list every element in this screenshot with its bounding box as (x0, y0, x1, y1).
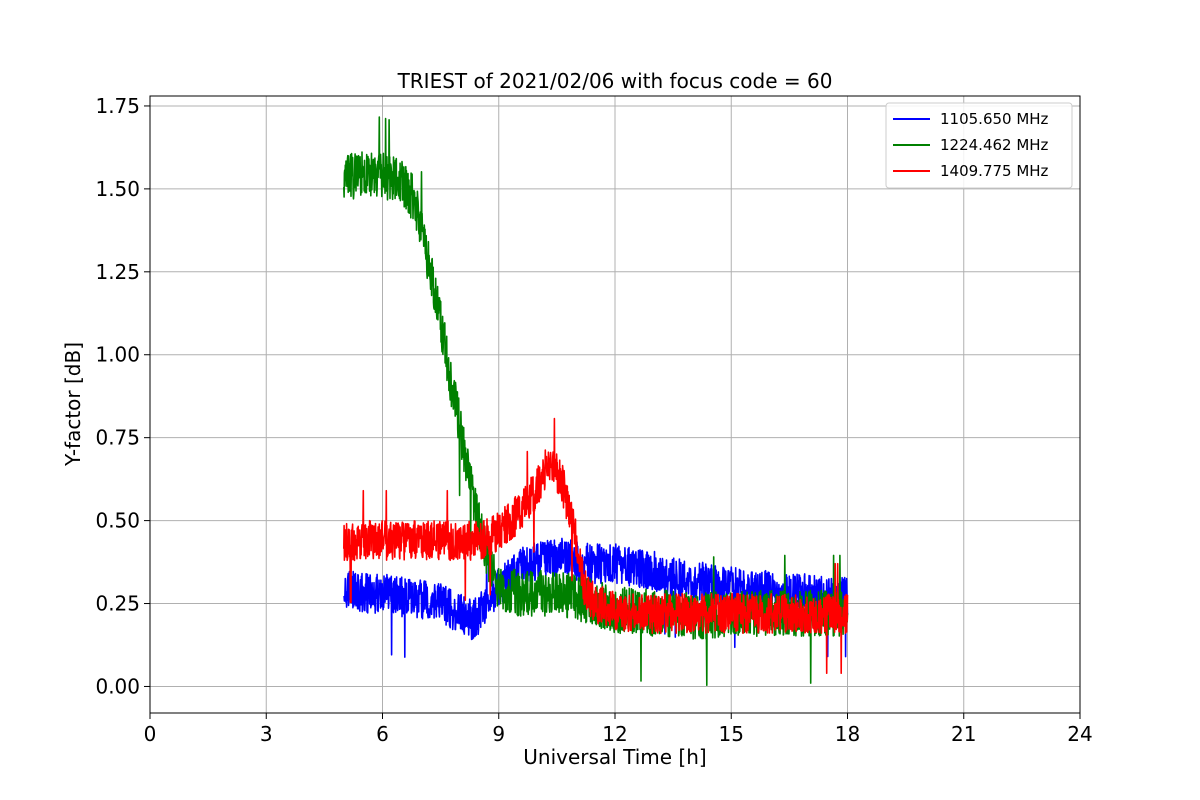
legend-label-series-2: 1224.462 MHz (940, 136, 1049, 154)
x-tick-label: 15 (719, 722, 744, 746)
series-line-3 (343, 417, 849, 674)
legend: 1105.650 MHz 1224.462 MHz 1409.775 MHz (885, 102, 1073, 189)
x-tick-label: 0 (144, 722, 157, 746)
y-tick-label: 0.00 (95, 674, 140, 698)
series-line-1 (343, 537, 849, 658)
x-tick-label: 12 (602, 722, 627, 746)
y-tick-label: 1.00 (95, 343, 140, 367)
x-axis-label: Universal Time [h] (523, 745, 706, 769)
y-tick-label: 0.75 (95, 426, 140, 450)
y-axis-label: Y-factor [dB] (61, 342, 85, 467)
y-tick-label: 1.25 (95, 260, 140, 284)
x-tick-label: 21 (951, 722, 976, 746)
ticks: 0 3 6 9 12 15 18 21 24 0.00 0.25 0.50 0.75 1.00 1.25 1.… (95, 94, 1092, 746)
chart-title: TRIEST of 2021/02/06 with focus code = 6… (397, 69, 833, 93)
x-tick-label: 9 (492, 722, 505, 746)
y-tick-label: 1.75 (95, 94, 140, 118)
series-layer (343, 116, 849, 686)
y-tick-label: 0.25 (95, 592, 140, 616)
y-tick-label: 1.50 (95, 177, 140, 201)
legend-box (885, 102, 1073, 189)
series-line-2 (343, 116, 849, 686)
x-tick-label: 24 (1067, 722, 1092, 746)
legend-label-series-3: 1409.775 MHz (940, 162, 1049, 180)
x-tick-label: 6 (376, 722, 389, 746)
x-tick-label: 3 (260, 722, 273, 746)
legend-label-series-1: 1105.650 MHz (940, 110, 1049, 128)
x-tick-label: 18 (835, 722, 860, 746)
y-tick-label: 0.50 (95, 509, 140, 533)
